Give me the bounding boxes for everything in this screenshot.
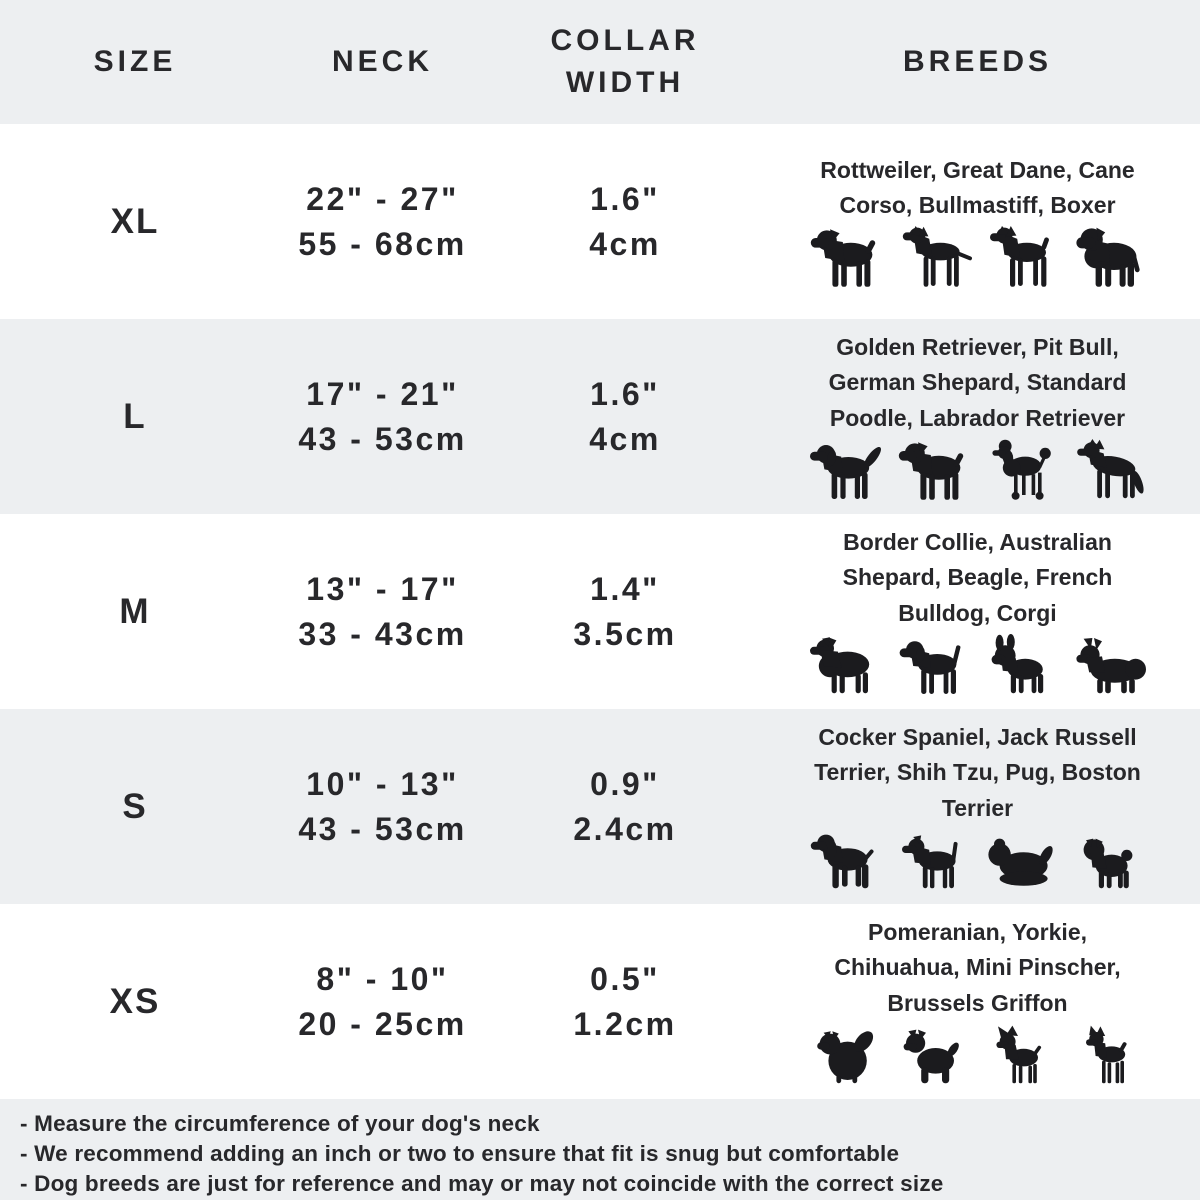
neck-value: 8" - 10" 20 - 25cm <box>270 957 495 1045</box>
size-value: L <box>123 396 147 436</box>
neck-value: 13" - 17" 33 - 43cm <box>270 567 495 655</box>
breeds-cell: Cocker Spaniel, Jack Russell Terrier, Sh… <box>755 709 1200 904</box>
beagle-icon <box>892 634 976 698</box>
labrador-icon <box>892 439 976 503</box>
jack-russell-icon <box>892 829 976 893</box>
breeds-cell: Rottweiler, Great Dane, Cane Corso, Bull… <box>755 124 1200 319</box>
note-recommend: - We recommend adding an inch or two to … <box>20 1141 900 1166</box>
golden-retriever-icon <box>804 439 888 503</box>
breeds-cell: Golden Retriever, Pit Bull, German Shepa… <box>755 319 1200 514</box>
neck-cm: 20 - 25cm <box>298 1005 467 1042</box>
breeds-cell: Border Collie, Australian Shepard, Beagl… <box>755 514 1200 709</box>
bullmastiff-icon <box>1068 226 1152 290</box>
australian-shepherd-icon <box>804 634 888 698</box>
width-inches: 1.6" <box>590 376 660 413</box>
rottweiler-icon <box>804 226 888 290</box>
breed-list: Rottweiler, Great Dane, Cane Corso, Bull… <box>820 156 1135 218</box>
neck-cm: 33 - 43cm <box>298 615 467 652</box>
poodle-icon <box>980 439 1064 503</box>
cocker-spaniel-icon <box>804 829 888 893</box>
neck-value: 17" - 21" 43 - 53cm <box>270 372 495 460</box>
breed-list: Border Collie, Australian Shepard, Beagl… <box>842 528 1113 626</box>
yorkie-icon <box>892 1024 976 1088</box>
header-row: SIZE NECK COLLAR WIDTH BREEDS <box>0 0 1200 124</box>
breeds-cell: Pomeranian, Yorkie, Chihuahua, Mini Pins… <box>755 904 1200 1099</box>
width-inches: 1.6" <box>590 181 660 218</box>
neck-inches: 17" - 21" <box>306 376 459 413</box>
chihuahua-icon <box>980 1024 1064 1088</box>
pug-icon <box>1068 829 1152 893</box>
neck-inches: 13" - 17" <box>306 571 459 608</box>
collar-width-value: 0.9" 2.4cm <box>495 762 755 850</box>
table-row-xl: XL 22" - 27" 55 - 68cm 1.6" 4cm Rottweil… <box>0 124 1200 319</box>
table-row-s: S 10" - 13" 43 - 53cm 0.9" 2.4cm Cocker … <box>0 709 1200 904</box>
neck-cm: 43 - 53cm <box>298 420 467 457</box>
width-cm: 4cm <box>589 420 661 457</box>
size-value: M <box>119 591 151 631</box>
french-bulldog-icon <box>980 634 1064 698</box>
collar-width-value: 1.4" 3.5cm <box>495 567 755 655</box>
corgi-icon <box>1068 634 1152 698</box>
width-inches: 1.4" <box>590 571 660 608</box>
size-value: XL <box>110 201 160 241</box>
breed-list: Golden Retriever, Pit Bull, German Shepa… <box>828 333 1127 431</box>
dog-icons <box>802 226 1154 290</box>
width-cm: 4cm <box>589 225 661 262</box>
min-pinscher-icon <box>1068 1024 1152 1088</box>
neck-cm: 43 - 53cm <box>298 810 467 847</box>
size-value: XS <box>109 981 161 1021</box>
great-dane-icon <box>892 226 976 290</box>
neck-cm: 55 - 68cm <box>298 225 467 262</box>
width-inches: 0.5" <box>590 961 660 998</box>
cane-corso-icon <box>980 226 1064 290</box>
width-cm: 1.2cm <box>573 1005 677 1042</box>
size-value: S <box>122 786 148 826</box>
dog-icons <box>802 829 1154 893</box>
collar-width-value: 0.5" 1.2cm <box>495 957 755 1045</box>
neck-value: 10" - 13" 43 - 53cm <box>270 762 495 850</box>
column-header-neck: NECK <box>331 45 433 78</box>
column-header-size: SIZE <box>93 45 177 78</box>
shih-tzu-icon <box>980 829 1064 893</box>
table-row-l: L 17" - 21" 43 - 53cm 1.6" 4cm Golden Re… <box>0 319 1200 514</box>
breed-list: Pomeranian, Yorkie, Chihuahua, Mini Pins… <box>834 918 1121 1016</box>
collar-width-value: 1.6" 4cm <box>495 372 755 460</box>
neck-value: 22" - 27" 55 - 68cm <box>270 177 495 265</box>
neck-inches: 8" - 10" <box>316 961 449 998</box>
neck-inches: 22" - 27" <box>306 181 459 218</box>
note-measure: - Measure the circumference of your dog'… <box>20 1111 540 1136</box>
dog-icons <box>802 1024 1154 1088</box>
width-inches: 0.9" <box>590 766 660 803</box>
pomeranian-icon <box>804 1024 888 1088</box>
table-row-xs: XS 8" - 10" 20 - 25cm 0.5" 1.2cm Pomeran… <box>0 904 1200 1099</box>
column-header-breeds: BREEDS <box>902 45 1053 78</box>
neck-inches: 10" - 13" <box>306 766 459 803</box>
column-header-collar-width: COLLAR WIDTH <box>550 24 700 99</box>
dog-icons <box>802 439 1154 503</box>
width-cm: 3.5cm <box>573 615 677 652</box>
notes-section: - Measure the circumference of your dog'… <box>0 1099 1200 1200</box>
collar-width-value: 1.6" 4cm <box>495 177 755 265</box>
note-reference: - Dog breeds are just for reference and … <box>20 1171 944 1196</box>
table-row-m: M 13" - 17" 33 - 43cm 1.4" 3.5cm Border … <box>0 514 1200 709</box>
dog-icons <box>802 634 1154 698</box>
width-cm: 2.4cm <box>573 810 677 847</box>
german-shepherd-icon <box>1068 439 1152 503</box>
breed-list: Cocker Spaniel, Jack Russell Terrier, Sh… <box>814 723 1141 821</box>
